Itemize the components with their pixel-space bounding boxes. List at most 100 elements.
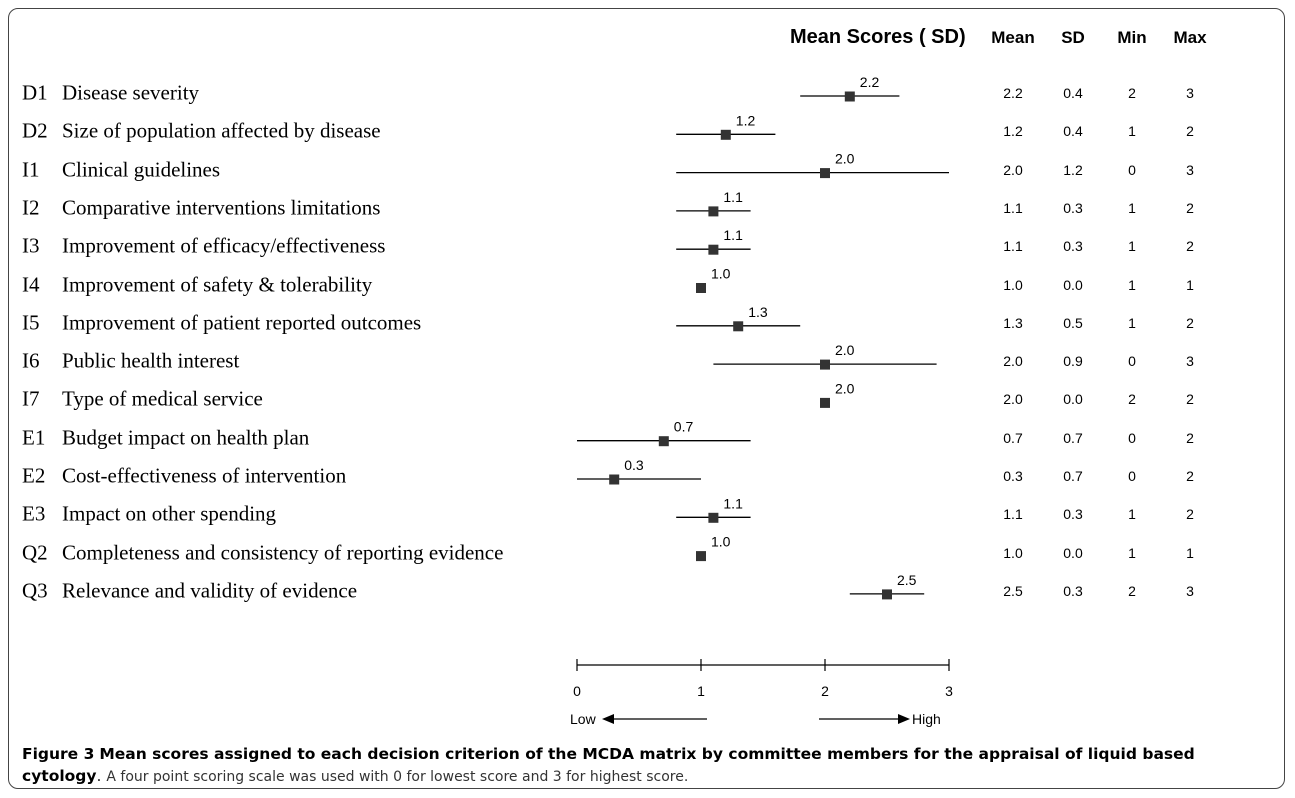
cell-mean: 1.1 (1003, 199, 1023, 216)
mean-data-label: 1.2 (736, 112, 756, 128)
cell-min: 2 (1128, 582, 1136, 599)
row-label: E2 Cost-effectiveness of intervention (22, 464, 346, 489)
row-criterion: Completeness and consistency of reportin… (62, 540, 504, 565)
row-criterion: Size of population affected by disease (62, 118, 381, 143)
row-label: I2 Comparative interventions limitations (22, 195, 380, 220)
row-code: I6 (22, 348, 40, 373)
mean-data-label: 2.0 (835, 380, 855, 396)
figure-frame (8, 8, 1285, 789)
mean-marker (820, 359, 830, 370)
cell-max: 3 (1186, 161, 1194, 178)
mean-data-label: 0.7 (674, 419, 694, 435)
mean-data-label: 0.3 (624, 457, 644, 473)
cell-max: 3 (1186, 353, 1194, 370)
x-tick-label: 1 (697, 683, 705, 699)
row-code: Q3 (22, 578, 48, 603)
cell-mean: 1.0 (1003, 276, 1023, 293)
row-code: I4 (22, 272, 40, 296)
cell-max: 2 (1186, 506, 1194, 523)
mean-marker (708, 244, 719, 255)
row-criterion: Improvement of safety & tolerability (62, 272, 373, 296)
cell-max: 1 (1186, 276, 1194, 293)
cell-max: 3 (1186, 582, 1194, 599)
cell-mean: 0.7 (1003, 429, 1023, 446)
mean-marker (696, 283, 706, 293)
row-code: I7 (22, 386, 40, 411)
cell-mean: 1.1 (1003, 238, 1023, 255)
row-code: E1 (22, 425, 46, 450)
cell-min: 0 (1128, 429, 1136, 446)
cell-max: 1 (1186, 544, 1194, 561)
cell-mean: 1.2 (1003, 123, 1023, 140)
cell-mean: 0.3 (1003, 468, 1023, 484)
row-label: I7 Type of medical service (22, 387, 263, 412)
high-label: High (912, 711, 941, 727)
cell-min: 1 (1128, 506, 1136, 523)
mean-marker (696, 551, 706, 562)
cell-sd: 1.2 (1063, 161, 1083, 178)
row-code: I5 (22, 310, 40, 335)
mean-data-label: 1.1 (723, 495, 743, 511)
cell-sd: 0.3 (1063, 199, 1083, 216)
cell-sd: 0.7 (1063, 429, 1083, 446)
row-label: I5 Improvement of patient reported outcom… (22, 310, 421, 335)
cell-mean: 1.3 (1003, 314, 1023, 331)
x-tick-label: 2 (821, 683, 829, 699)
cell-max: 3 (1186, 85, 1194, 101)
cell-mean: 2.5 (1003, 582, 1023, 599)
mean-data-label: 1.1 (723, 189, 743, 205)
cell-sd: 0.3 (1063, 506, 1083, 523)
cell-sd: 0.4 (1063, 123, 1083, 140)
cell-sd: 0.7 (1063, 468, 1083, 484)
row-criterion: Comparative interventions limitations (62, 195, 381, 220)
x-tick-label: 0 (573, 683, 581, 699)
row-label: I1 Clinical guidelines (22, 157, 220, 182)
mean-marker (609, 474, 620, 485)
column-header-max: Max (1173, 28, 1207, 47)
figure-caption: Figure 3 Mean scores assigned to each de… (22, 745, 1195, 785)
mean-marker (844, 91, 855, 102)
mean-data-label: 2.0 (835, 151, 855, 167)
cell-sd: 0.0 (1063, 544, 1083, 561)
mean-marker (733, 321, 744, 332)
row-criterion: Type of medical service (62, 386, 263, 411)
low-arrowhead (602, 714, 614, 724)
mean-data-label: 1.3 (748, 304, 768, 320)
row-criterion: Clinical guidelines (62, 157, 221, 182)
mean-marker (882, 589, 892, 600)
mean-marker (720, 129, 731, 140)
mean-marker (820, 397, 830, 408)
row-criterion: Improvement of efficacy/effectiveness (62, 233, 386, 258)
mean-marker (708, 206, 719, 217)
row-criterion: Public health interest (62, 348, 240, 373)
row-criterion: Cost-effectiveness of intervention (62, 463, 347, 488)
low-label: Low (570, 711, 597, 727)
column-header-sd: SD (1061, 28, 1085, 47)
cell-min: 1 (1128, 238, 1136, 255)
x-tick-label: 3 (945, 683, 953, 699)
cell-min: 0 (1128, 353, 1136, 370)
cell-sd: 0.3 (1063, 238, 1083, 255)
cell-min: 2 (1128, 391, 1136, 408)
row-criterion: Disease severity (62, 80, 200, 105)
cell-max: 2 (1186, 314, 1194, 331)
row-code: Q2 (22, 540, 48, 565)
cell-max: 2 (1186, 429, 1194, 446)
high-arrowhead (898, 714, 910, 724)
cell-max: 2 (1186, 391, 1194, 408)
row-label: I4 Improvement of safety & tolerability (22, 272, 372, 297)
cell-sd: 0.5 (1063, 314, 1083, 331)
row-label: D1 Disease severity (22, 81, 199, 106)
cell-sd: 0.0 (1063, 276, 1083, 293)
mean-marker (658, 436, 669, 447)
cell-sd: 0.9 (1063, 353, 1083, 370)
row-criterion: Budget impact on health plan (62, 425, 310, 450)
mean-data-label: 2.0 (835, 342, 855, 358)
cell-sd: 0.3 (1063, 582, 1083, 599)
chart-title: Mean Scores ( SD) (790, 26, 966, 48)
cell-min: 0 (1128, 161, 1136, 178)
cell-min: 0 (1128, 468, 1136, 484)
row-code: I1 (22, 157, 40, 182)
cell-max: 2 (1186, 468, 1194, 484)
